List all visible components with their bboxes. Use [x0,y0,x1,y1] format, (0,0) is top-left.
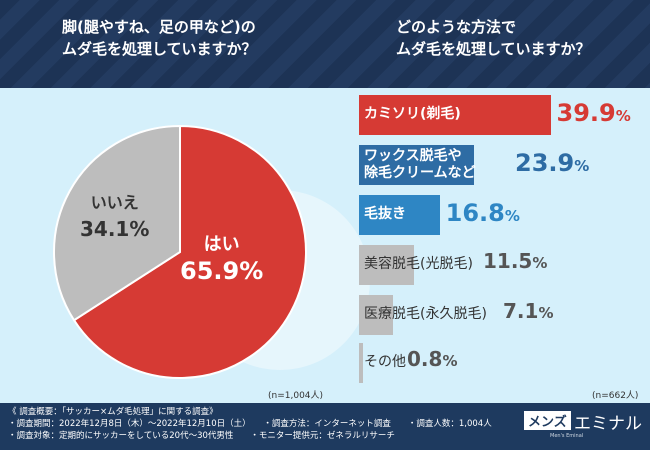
pie-label-yes-value: 65.9% [180,257,264,285]
bar-question: どのような方法でムダ毛を処理していますか？ [396,16,591,60]
q2-line2: ムダ毛を処理していますか？ [396,40,591,58]
bar-value-0: 39.9 [557,99,631,127]
pie-label-yes-text: はい [203,234,240,255]
pie-sample-note: (n=1,004人) [268,391,324,401]
bar-3 [359,245,415,285]
bar-label-0: カミソリ(剃毛) [364,106,461,122]
pie-chart [53,124,307,379]
bar-label-1: ワックス脱毛や 除毛クリームなど [364,148,476,181]
bar-2 [359,195,440,235]
bar-1 [359,145,474,185]
pie-slice-1 [53,124,181,322]
bar-value-2: 16.8 [446,199,520,227]
footer-title: 《 調査概要：「サッカー×ムダ毛処理」に関する調査》 [8,407,218,417]
bar-sample-note: (n=662人) [592,391,639,401]
header: 脚(腿やすね、足の甲など)の ムダ毛を処理していますか？ どのような方法で ムダ毛を… [0,0,650,88]
bar-value-5: 0.8 [407,347,457,371]
pie-slice-0 [72,124,307,379]
q2-line1: どのような方法で [396,18,517,36]
bar-label-5: その他 [364,354,406,370]
bar-5 [359,343,363,383]
pie-label-yes: はい 65.9% [180,232,263,284]
footer-line-1: ・調査期間：2022年12月8日（木）～2022年12月10日（土） ・調査方法… [8,419,492,429]
bar-0 [359,95,551,135]
bar-label-4: 医療脱毛(永久脱毛) [364,306,487,322]
bar-label-3: 美容脱毛(光脱毛) [364,256,473,272]
logo-brand: エミナル [574,414,642,434]
mens-eminal-logo: メンズ エミナル Men's Eminal [510,409,642,445]
pie-label-no-value: 34.1% [80,217,150,241]
bar-4 [359,295,394,335]
bar-value-3: 11.5 [483,249,547,273]
bar-value-1: 23.9 [515,149,589,177]
pie-label-no: いいえ 34.1% [80,190,149,242]
bar-label-2: 毛抜き [364,206,406,222]
pie-question: 脚(腿やすね、足の甲など)の ムダ毛を処理していますか？ [62,16,257,60]
footer-line-2: ・調査対象：定期的にサッカーをしている20代～30代男性 ・モニター提供元：ゼネ… [8,431,395,441]
logo-mens: メンズ [524,411,571,430]
pie-label-no-text: いいえ [90,193,139,212]
q1-line2: ムダ毛を処理していますか？ [62,40,257,58]
logo-sub: Men's Eminal [550,433,584,439]
q1-line1: 脚(腿やすね、足の甲など)の [62,18,256,36]
bar-value-4: 7.1 [503,299,553,323]
